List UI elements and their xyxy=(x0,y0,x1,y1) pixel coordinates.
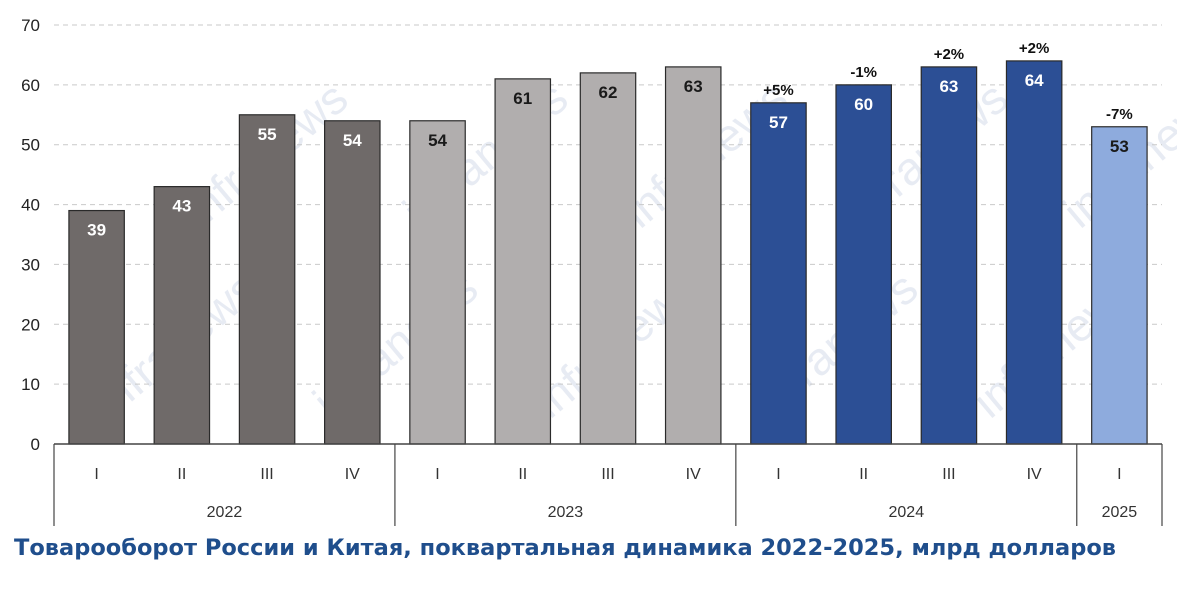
bar-value-label: 53 xyxy=(1110,137,1129,156)
y-axis-ticks: 0 10 20 30 40 50 60 70 xyxy=(21,16,40,454)
x-tick-label: III xyxy=(260,466,273,483)
chart-caption: Товарооборот России и Китая, поквартальн… xyxy=(14,535,1117,561)
y-tick-label: 0 xyxy=(31,435,40,454)
bar xyxy=(68,209,125,445)
y-tick-label: 10 xyxy=(21,375,40,394)
x-tick-label: IV xyxy=(1027,466,1042,483)
bar-value-label: 64 xyxy=(1025,71,1044,90)
bar-value-label: 54 xyxy=(428,131,447,150)
bar-value-label: 55 xyxy=(258,125,277,144)
y-tick-label: 40 xyxy=(21,196,40,215)
bar-value-label: 62 xyxy=(599,83,618,102)
bar-value-label: 39 xyxy=(87,221,106,240)
bar xyxy=(238,114,296,445)
y-tick-label: 20 xyxy=(21,315,40,334)
y-tick-label: 60 xyxy=(21,76,40,95)
y-tick-label: 70 xyxy=(21,16,40,35)
bar xyxy=(835,84,892,445)
x-tick-label: I xyxy=(435,466,439,483)
bar-value-label: 57 xyxy=(769,113,788,132)
x-tick-label: III xyxy=(942,466,955,483)
bar-value-label: 61 xyxy=(513,89,532,108)
bar xyxy=(579,72,637,445)
bar xyxy=(324,120,381,445)
bar-value-label: 54 xyxy=(343,131,362,150)
bar-change-label: -1% xyxy=(850,64,877,81)
x-tick-label: IV xyxy=(345,466,360,483)
x-tick-label: IV xyxy=(686,466,701,483)
bar xyxy=(664,66,722,445)
bar xyxy=(494,78,552,445)
x-tick-label: II xyxy=(518,466,527,483)
bar xyxy=(409,120,466,445)
bar-change-label: +2% xyxy=(1019,40,1049,57)
bar-change-label: -7% xyxy=(1106,106,1133,123)
bar xyxy=(1005,60,1063,445)
bars: 39 43 55 54 54 61 62 63 57 +5% 60 -1% 63 +2% 64 +2% 53 -7… xyxy=(68,40,1148,445)
x-tick-label: I xyxy=(1117,466,1121,483)
x-tick-label: II xyxy=(859,466,868,483)
y-tick-label: 30 xyxy=(21,255,40,274)
x-tick-label: III xyxy=(601,466,614,483)
bar xyxy=(920,66,978,445)
year-label: 2024 xyxy=(889,504,925,521)
bar-value-label: 60 xyxy=(854,95,873,114)
bar xyxy=(1091,126,1148,445)
bar-change-label: +5% xyxy=(763,82,793,99)
bar-value-label: 63 xyxy=(939,77,958,96)
year-label: 2025 xyxy=(1102,504,1138,521)
bar-value-label: 63 xyxy=(684,77,703,96)
y-tick-label: 50 xyxy=(21,136,40,155)
bar-value-label: 43 xyxy=(172,197,191,216)
bar xyxy=(750,102,807,445)
x-tick-label: I xyxy=(776,466,780,483)
bar-change-label: +2% xyxy=(934,46,964,63)
x-tick-label: II xyxy=(177,466,186,483)
x-tick-label: I xyxy=(94,466,98,483)
year-label: 2023 xyxy=(548,504,584,521)
year-label: 2022 xyxy=(207,504,243,521)
bar xyxy=(153,186,211,445)
